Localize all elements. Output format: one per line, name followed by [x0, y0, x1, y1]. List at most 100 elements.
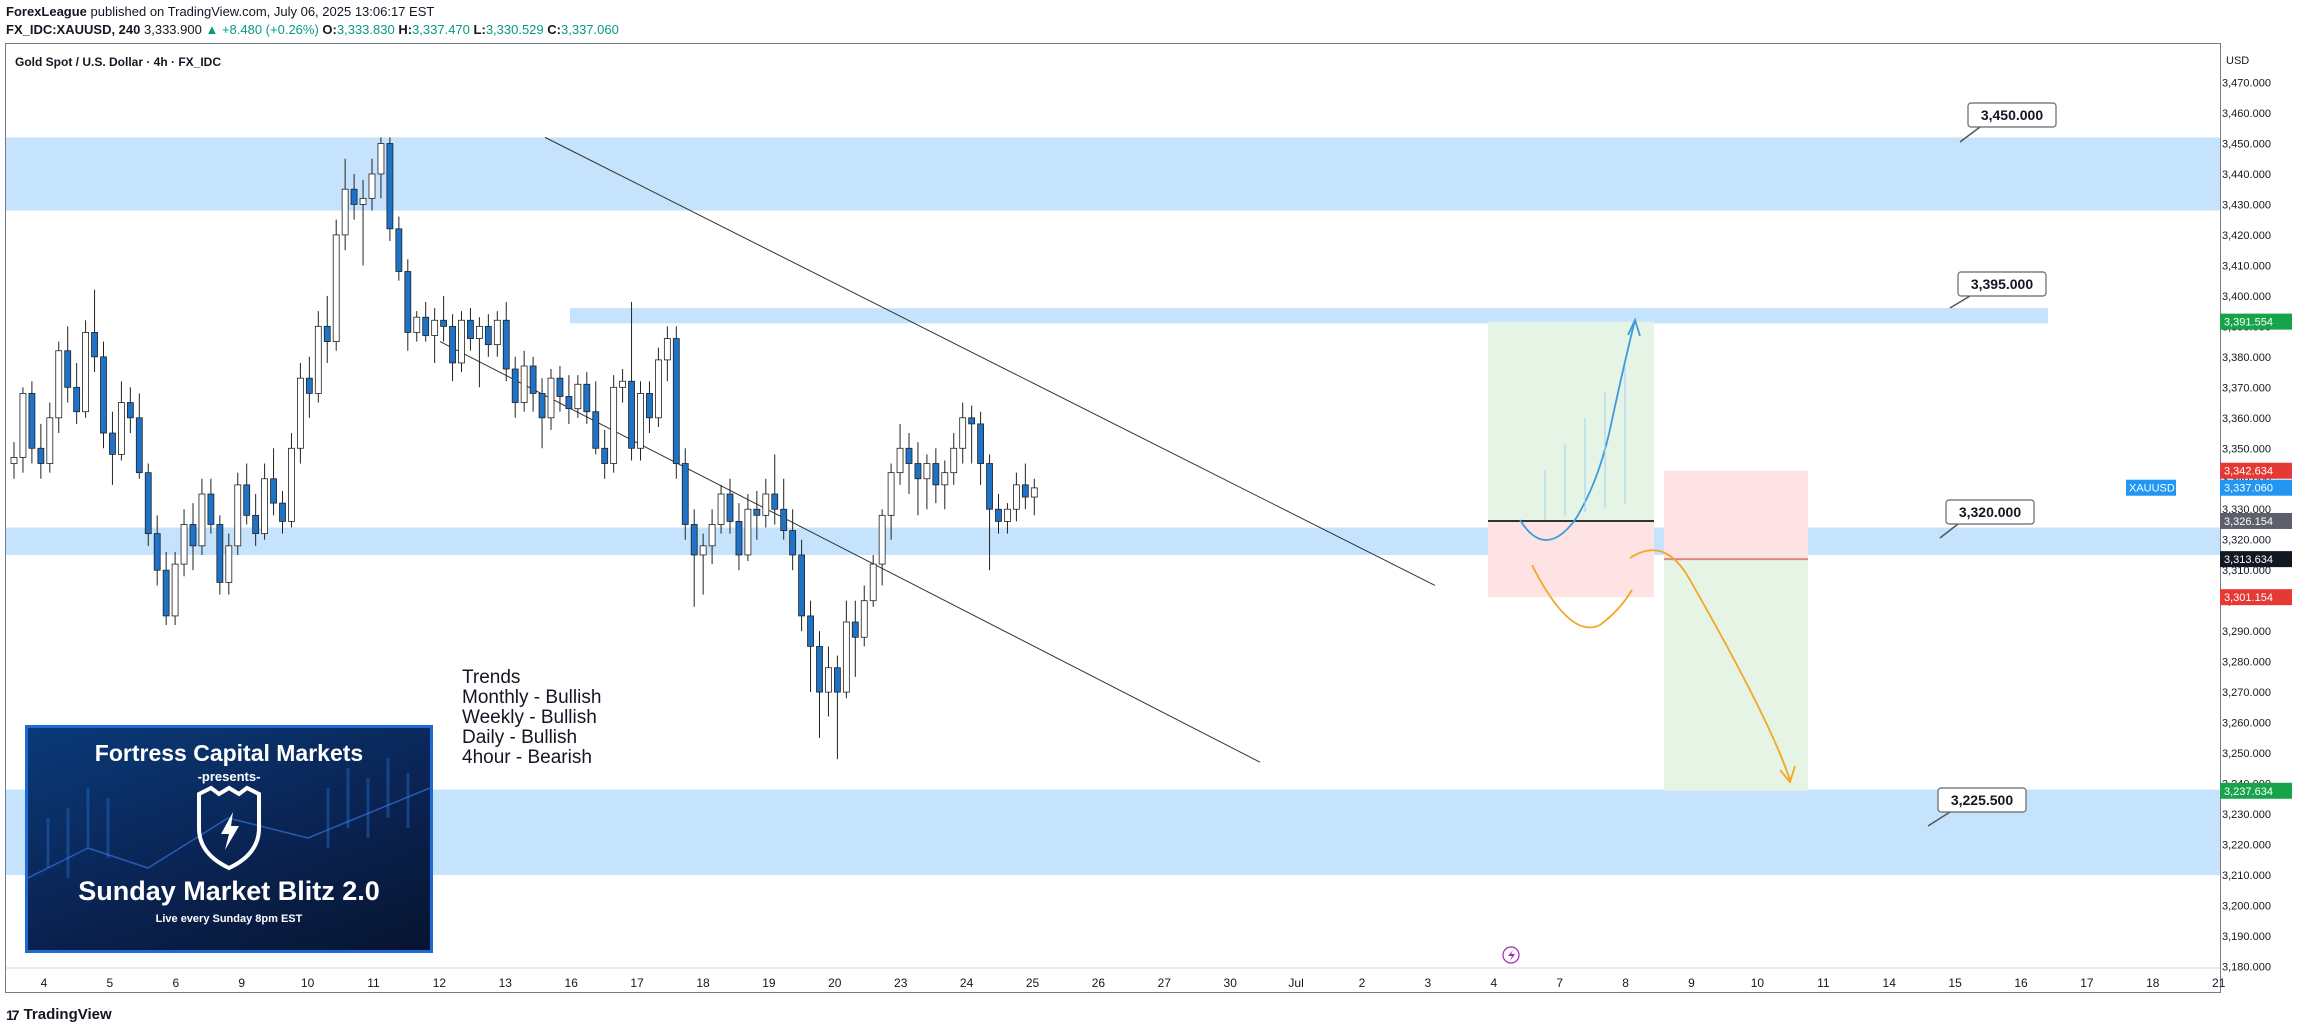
candle-body	[288, 447, 295, 522]
x-tick-label: 14	[1883, 976, 1897, 990]
high-value: 3,337.470	[412, 22, 470, 37]
support-resistance-zone	[570, 308, 2048, 324]
candle-body	[923, 463, 931, 480]
candle-body	[565, 396, 573, 410]
currency-label: USD	[2226, 55, 2250, 67]
bullish-projection-path	[1519, 319, 1636, 541]
x-tick-label: 18	[2146, 976, 2160, 990]
channel-lower-line	[439, 341, 1261, 763]
candle-body	[243, 484, 251, 516]
x-tick-label: 23	[894, 976, 908, 990]
publisher-name[interactable]: ForexLeague	[6, 4, 87, 19]
x-tick-label: 10	[1751, 976, 1765, 990]
callout-box	[1945, 499, 2035, 525]
candle-body	[905, 447, 913, 464]
candle-body	[986, 463, 993, 510]
candle-body	[726, 493, 734, 522]
callout-box	[1957, 271, 2047, 297]
candle-body	[64, 350, 72, 388]
publish-info: ForexLeague published on TradingView.com…	[6, 4, 434, 19]
candle-body	[1030, 487, 1038, 498]
candle-body	[995, 508, 1002, 522]
tradingview-logo[interactable]: 17 TradingView	[6, 1006, 112, 1023]
x-tick-label: 13	[499, 976, 513, 990]
candle-body	[484, 325, 492, 346]
price-tag	[2220, 462, 2292, 479]
candle-body	[207, 493, 215, 525]
candle-body	[332, 234, 340, 342]
callout-box	[1967, 102, 2057, 128]
candle-body	[404, 271, 412, 333]
trend-weekly: Weekly - Bullish	[462, 707, 597, 728]
price-tag-label: 3,391.554	[2224, 317, 2273, 329]
publish-date: published on TradingView.com, July 06, 2…	[90, 4, 435, 19]
high-label: H:	[398, 22, 413, 37]
x-tick-label: 4	[1490, 976, 1497, 990]
x-tick-label: 24	[960, 976, 974, 990]
bearish-projection-path-1	[1531, 564, 1633, 629]
x-tick-label: 19	[762, 976, 776, 990]
callout-label: 3,320.000	[1959, 504, 2021, 520]
x-tick-label: 3	[1425, 976, 1432, 990]
x-tick-label: 21	[2212, 976, 2226, 990]
candle-body	[261, 478, 269, 535]
candle-body	[807, 615, 814, 647]
open-label: O:	[322, 22, 337, 37]
candle-body	[959, 417, 967, 449]
candle-body	[834, 667, 841, 693]
y-tick-label: 3,270.000	[2222, 687, 2271, 699]
close-label: C:	[547, 22, 561, 37]
candle-body	[10, 457, 18, 464]
candle-body	[359, 197, 367, 205]
promo-banner: Fortress Capital Markets -presents- Sund…	[25, 725, 433, 953]
y-tick-label: 3,310.000	[2222, 565, 2271, 577]
candle-body	[109, 432, 116, 455]
candle-body	[690, 524, 698, 556]
callout-leader	[1949, 295, 1971, 309]
candle-body	[171, 563, 179, 617]
bearish-projection-path-2	[1629, 549, 1791, 781]
candle-body	[932, 463, 940, 486]
y-tick-label: 3,290.000	[2222, 626, 2271, 638]
y-tick-label: 3,350.000	[2222, 443, 2271, 455]
candle-body	[753, 508, 761, 516]
candle-body	[1013, 484, 1020, 510]
candle-body	[314, 325, 322, 394]
symbol-label: FX_IDC:XAUUSD, 240	[6, 22, 141, 37]
candle-body	[663, 338, 671, 361]
x-tick-label: 17	[2080, 976, 2094, 990]
candle-body	[135, 417, 143, 474]
x-tick-label: 25	[1026, 976, 1040, 990]
candle-body	[941, 472, 949, 486]
price-tag-label: 3,326.154	[2224, 516, 2273, 528]
price-tag	[2220, 512, 2292, 529]
x-tick-label: 27	[1158, 976, 1172, 990]
candle-body	[520, 365, 528, 403]
y-tick-label: 3,380.000	[2222, 352, 2271, 364]
x-tick-label: 11	[1817, 976, 1830, 990]
banner-title: Fortress Capital Markets	[94, 740, 364, 766]
lightning-icon	[1508, 950, 1515, 961]
candle-body	[655, 359, 662, 419]
candle-body	[440, 319, 448, 327]
tradingview-logo-icon: 17	[6, 1006, 20, 1023]
y-tick-label: 3,280.000	[2222, 657, 2271, 669]
x-tick-label: 30	[1224, 976, 1238, 990]
callout-box	[1937, 787, 2027, 813]
x-tick-label: 26	[1092, 976, 1106, 990]
y-tick-label: 3,470.000	[2222, 78, 2271, 90]
candle-body	[762, 493, 770, 516]
y-tick-label: 3,370.000	[2222, 382, 2271, 394]
price-tag	[2220, 479, 2292, 496]
callout-label: 3,395.000	[1971, 276, 2033, 292]
candle-body	[771, 493, 779, 510]
candle-body	[556, 377, 564, 397]
candle-body	[825, 667, 832, 693]
candle-body	[529, 365, 537, 394]
candle-body	[735, 521, 743, 556]
candle-body	[798, 554, 805, 617]
candle-body	[708, 524, 716, 547]
x-tick-label: 9	[238, 976, 245, 990]
trend-monthly: Monthly - Bullish	[462, 687, 602, 708]
